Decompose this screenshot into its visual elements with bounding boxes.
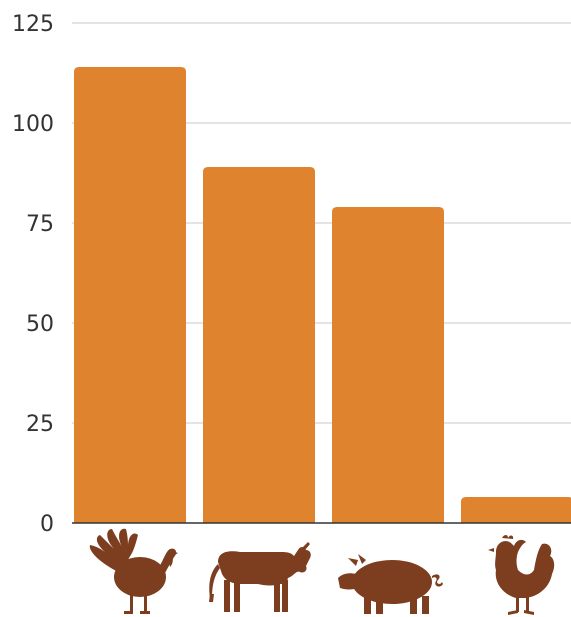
y-tick-label: 75 xyxy=(26,212,54,237)
cow-icon xyxy=(209,542,311,612)
y-tick-label: 25 xyxy=(26,412,54,437)
category-icons xyxy=(89,528,555,615)
y-axis-ticks: 0 25 50 75 100 125 xyxy=(12,12,54,537)
bars xyxy=(74,67,571,523)
y-tick-label: 125 xyxy=(12,12,54,37)
pig-icon xyxy=(338,554,443,614)
y-tick-label: 50 xyxy=(26,312,54,337)
y-tick-label: 0 xyxy=(40,512,54,537)
bar-cow xyxy=(203,167,315,523)
bar-turkey xyxy=(74,67,186,523)
chicken-icon xyxy=(488,535,555,615)
bar-pig xyxy=(332,207,444,523)
y-tick-label: 100 xyxy=(12,112,54,137)
turkey-icon xyxy=(89,528,178,614)
bar-chicken xyxy=(461,497,571,523)
